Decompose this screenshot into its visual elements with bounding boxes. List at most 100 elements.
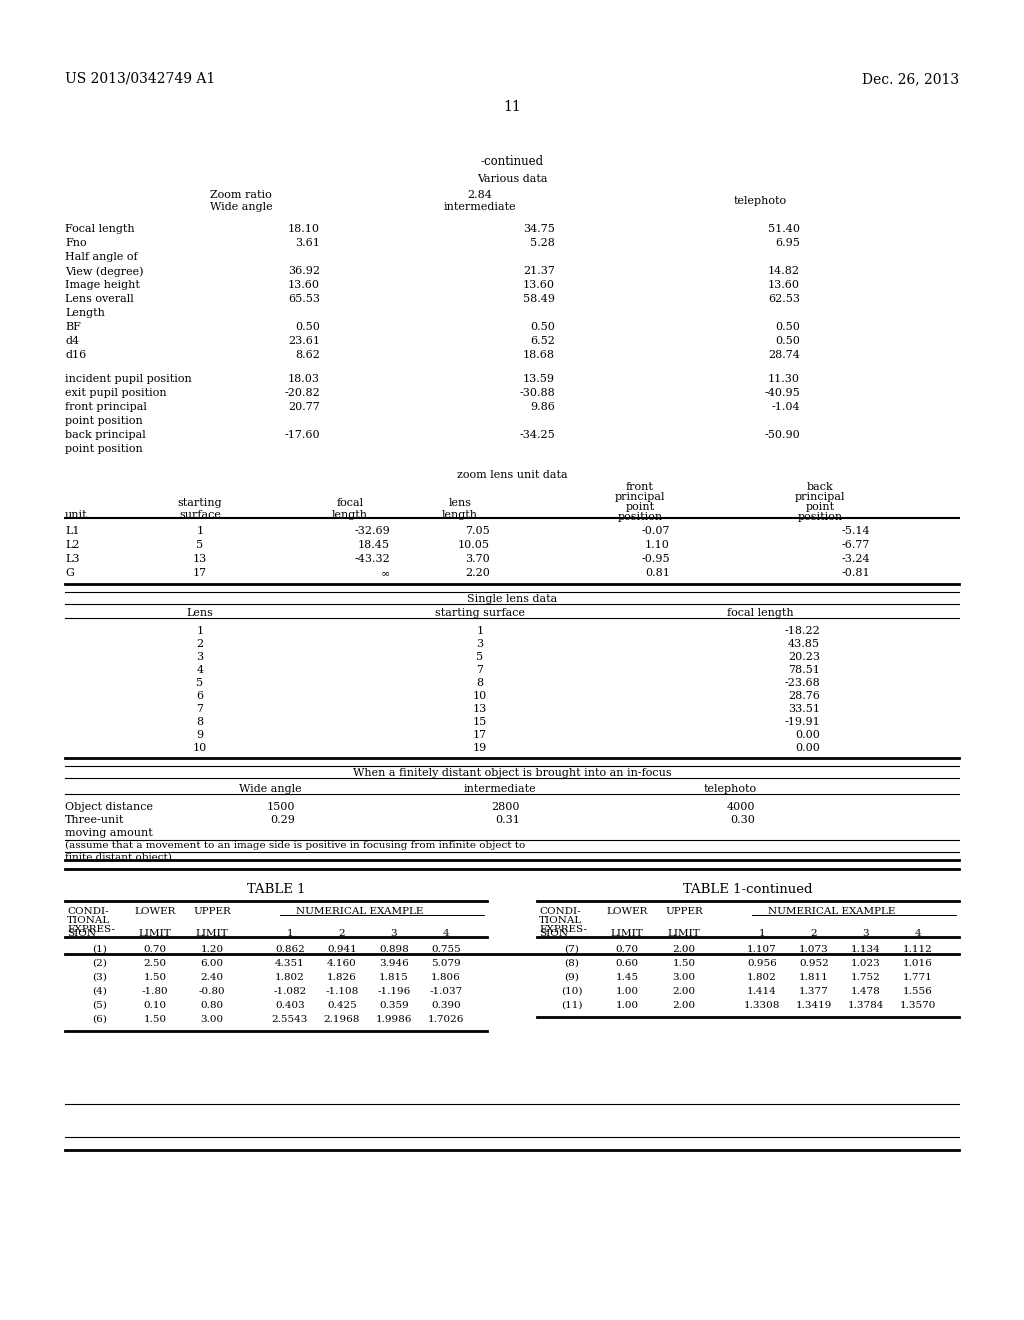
Text: L1: L1 (65, 525, 80, 536)
Text: length: length (442, 510, 478, 520)
Text: 1.478: 1.478 (851, 987, 881, 997)
Text: (3): (3) (92, 973, 108, 982)
Text: 0.00: 0.00 (795, 743, 820, 752)
Text: -34.25: -34.25 (519, 430, 555, 440)
Text: 10: 10 (473, 690, 487, 701)
Text: 1.802: 1.802 (748, 973, 777, 982)
Text: Lens: Lens (186, 609, 213, 618)
Text: 1.811: 1.811 (799, 973, 828, 982)
Text: TIONAL: TIONAL (67, 916, 111, 925)
Text: 1: 1 (759, 929, 765, 939)
Text: 1.45: 1.45 (615, 973, 639, 982)
Text: 1.556: 1.556 (903, 987, 933, 997)
Text: 1.3419: 1.3419 (796, 1001, 833, 1010)
Text: Wide angle: Wide angle (239, 784, 301, 795)
Text: 4: 4 (197, 665, 204, 675)
Text: zoom lens unit data: zoom lens unit data (457, 470, 567, 480)
Text: focal: focal (337, 498, 364, 508)
Text: CONDI-: CONDI- (539, 907, 581, 916)
Text: TABLE 1-continued: TABLE 1-continued (683, 883, 813, 896)
Text: NUMERICAL EXAMPLE: NUMERICAL EXAMPLE (296, 907, 424, 916)
Text: LOWER: LOWER (134, 907, 176, 916)
Text: 0.60: 0.60 (615, 960, 639, 968)
Text: -0.95: -0.95 (641, 554, 670, 564)
Text: 1.377: 1.377 (799, 987, 828, 997)
Text: 28.76: 28.76 (788, 690, 820, 701)
Text: 0.403: 0.403 (275, 1001, 305, 1010)
Text: 0.30: 0.30 (730, 814, 755, 825)
Text: LIMIT: LIMIT (138, 929, 171, 939)
Text: 1.016: 1.016 (903, 960, 933, 968)
Text: Lens overall: Lens overall (65, 294, 134, 304)
Text: 1.073: 1.073 (799, 945, 828, 954)
Text: (7): (7) (564, 945, 580, 954)
Text: (2): (2) (92, 960, 108, 968)
Text: 21.37: 21.37 (523, 267, 555, 276)
Text: starting: starting (178, 498, 222, 508)
Text: 1.023: 1.023 (851, 960, 881, 968)
Text: 2800: 2800 (492, 803, 520, 812)
Text: 58.49: 58.49 (523, 294, 555, 304)
Text: Fno: Fno (65, 238, 87, 248)
Text: LIMIT: LIMIT (668, 929, 700, 939)
Text: 0.425: 0.425 (327, 1001, 357, 1010)
Text: 14.82: 14.82 (768, 267, 800, 276)
Text: 0.81: 0.81 (645, 568, 670, 578)
Text: intermediate: intermediate (443, 202, 516, 213)
Text: back principal: back principal (65, 430, 145, 440)
Text: 0.952: 0.952 (799, 960, 828, 968)
Text: 5: 5 (197, 678, 204, 688)
Text: SION: SION (67, 929, 96, 939)
Text: Focal length: Focal length (65, 224, 134, 234)
Text: 1.20: 1.20 (201, 945, 223, 954)
Text: LOWER: LOWER (606, 907, 648, 916)
Text: 1.134: 1.134 (851, 945, 881, 954)
Text: -1.082: -1.082 (273, 987, 306, 997)
Text: 5: 5 (197, 540, 204, 550)
Text: 15: 15 (473, 717, 487, 727)
Text: Dec. 26, 2013: Dec. 26, 2013 (862, 73, 959, 86)
Text: 1.752: 1.752 (851, 973, 881, 982)
Text: Length: Length (65, 308, 104, 318)
Text: BF: BF (65, 322, 81, 333)
Text: 6.52: 6.52 (530, 337, 555, 346)
Text: 6.95: 6.95 (775, 238, 800, 248)
Text: 13: 13 (193, 554, 207, 564)
Text: 4: 4 (442, 929, 450, 939)
Text: 13.60: 13.60 (523, 280, 555, 290)
Text: back: back (807, 482, 834, 492)
Text: 9: 9 (197, 730, 204, 741)
Text: -20.82: -20.82 (285, 388, 319, 399)
Text: 1.50: 1.50 (143, 973, 167, 982)
Text: 1.3308: 1.3308 (743, 1001, 780, 1010)
Text: position: position (798, 512, 843, 521)
Text: principal: principal (614, 492, 666, 502)
Text: 2.00: 2.00 (673, 987, 695, 997)
Text: 2.5543: 2.5543 (271, 1015, 308, 1024)
Text: (6): (6) (92, 1015, 108, 1024)
Text: 0.359: 0.359 (379, 1001, 409, 1010)
Text: 65.53: 65.53 (288, 294, 319, 304)
Text: surface: surface (179, 510, 221, 520)
Text: 3: 3 (476, 639, 483, 649)
Text: TIONAL: TIONAL (539, 916, 583, 925)
Text: (5): (5) (92, 1001, 108, 1010)
Text: (11): (11) (561, 1001, 583, 1010)
Text: principal: principal (795, 492, 845, 502)
Text: UPPER: UPPER (194, 907, 230, 916)
Text: -23.68: -23.68 (784, 678, 820, 688)
Text: 4.160: 4.160 (327, 960, 357, 968)
Text: US 2013/0342749 A1: US 2013/0342749 A1 (65, 73, 215, 86)
Text: -1.80: -1.80 (141, 987, 168, 997)
Text: 51.40: 51.40 (768, 224, 800, 234)
Text: 2: 2 (197, 639, 204, 649)
Text: -19.91: -19.91 (784, 717, 820, 727)
Text: front: front (626, 482, 654, 492)
Text: 18.03: 18.03 (288, 374, 319, 384)
Text: 17: 17 (473, 730, 487, 741)
Text: moving amount: moving amount (65, 828, 153, 838)
Text: 1.10: 1.10 (645, 540, 670, 550)
Text: 5.28: 5.28 (530, 238, 555, 248)
Text: Wide angle: Wide angle (210, 202, 272, 213)
Text: front principal: front principal (65, 403, 146, 412)
